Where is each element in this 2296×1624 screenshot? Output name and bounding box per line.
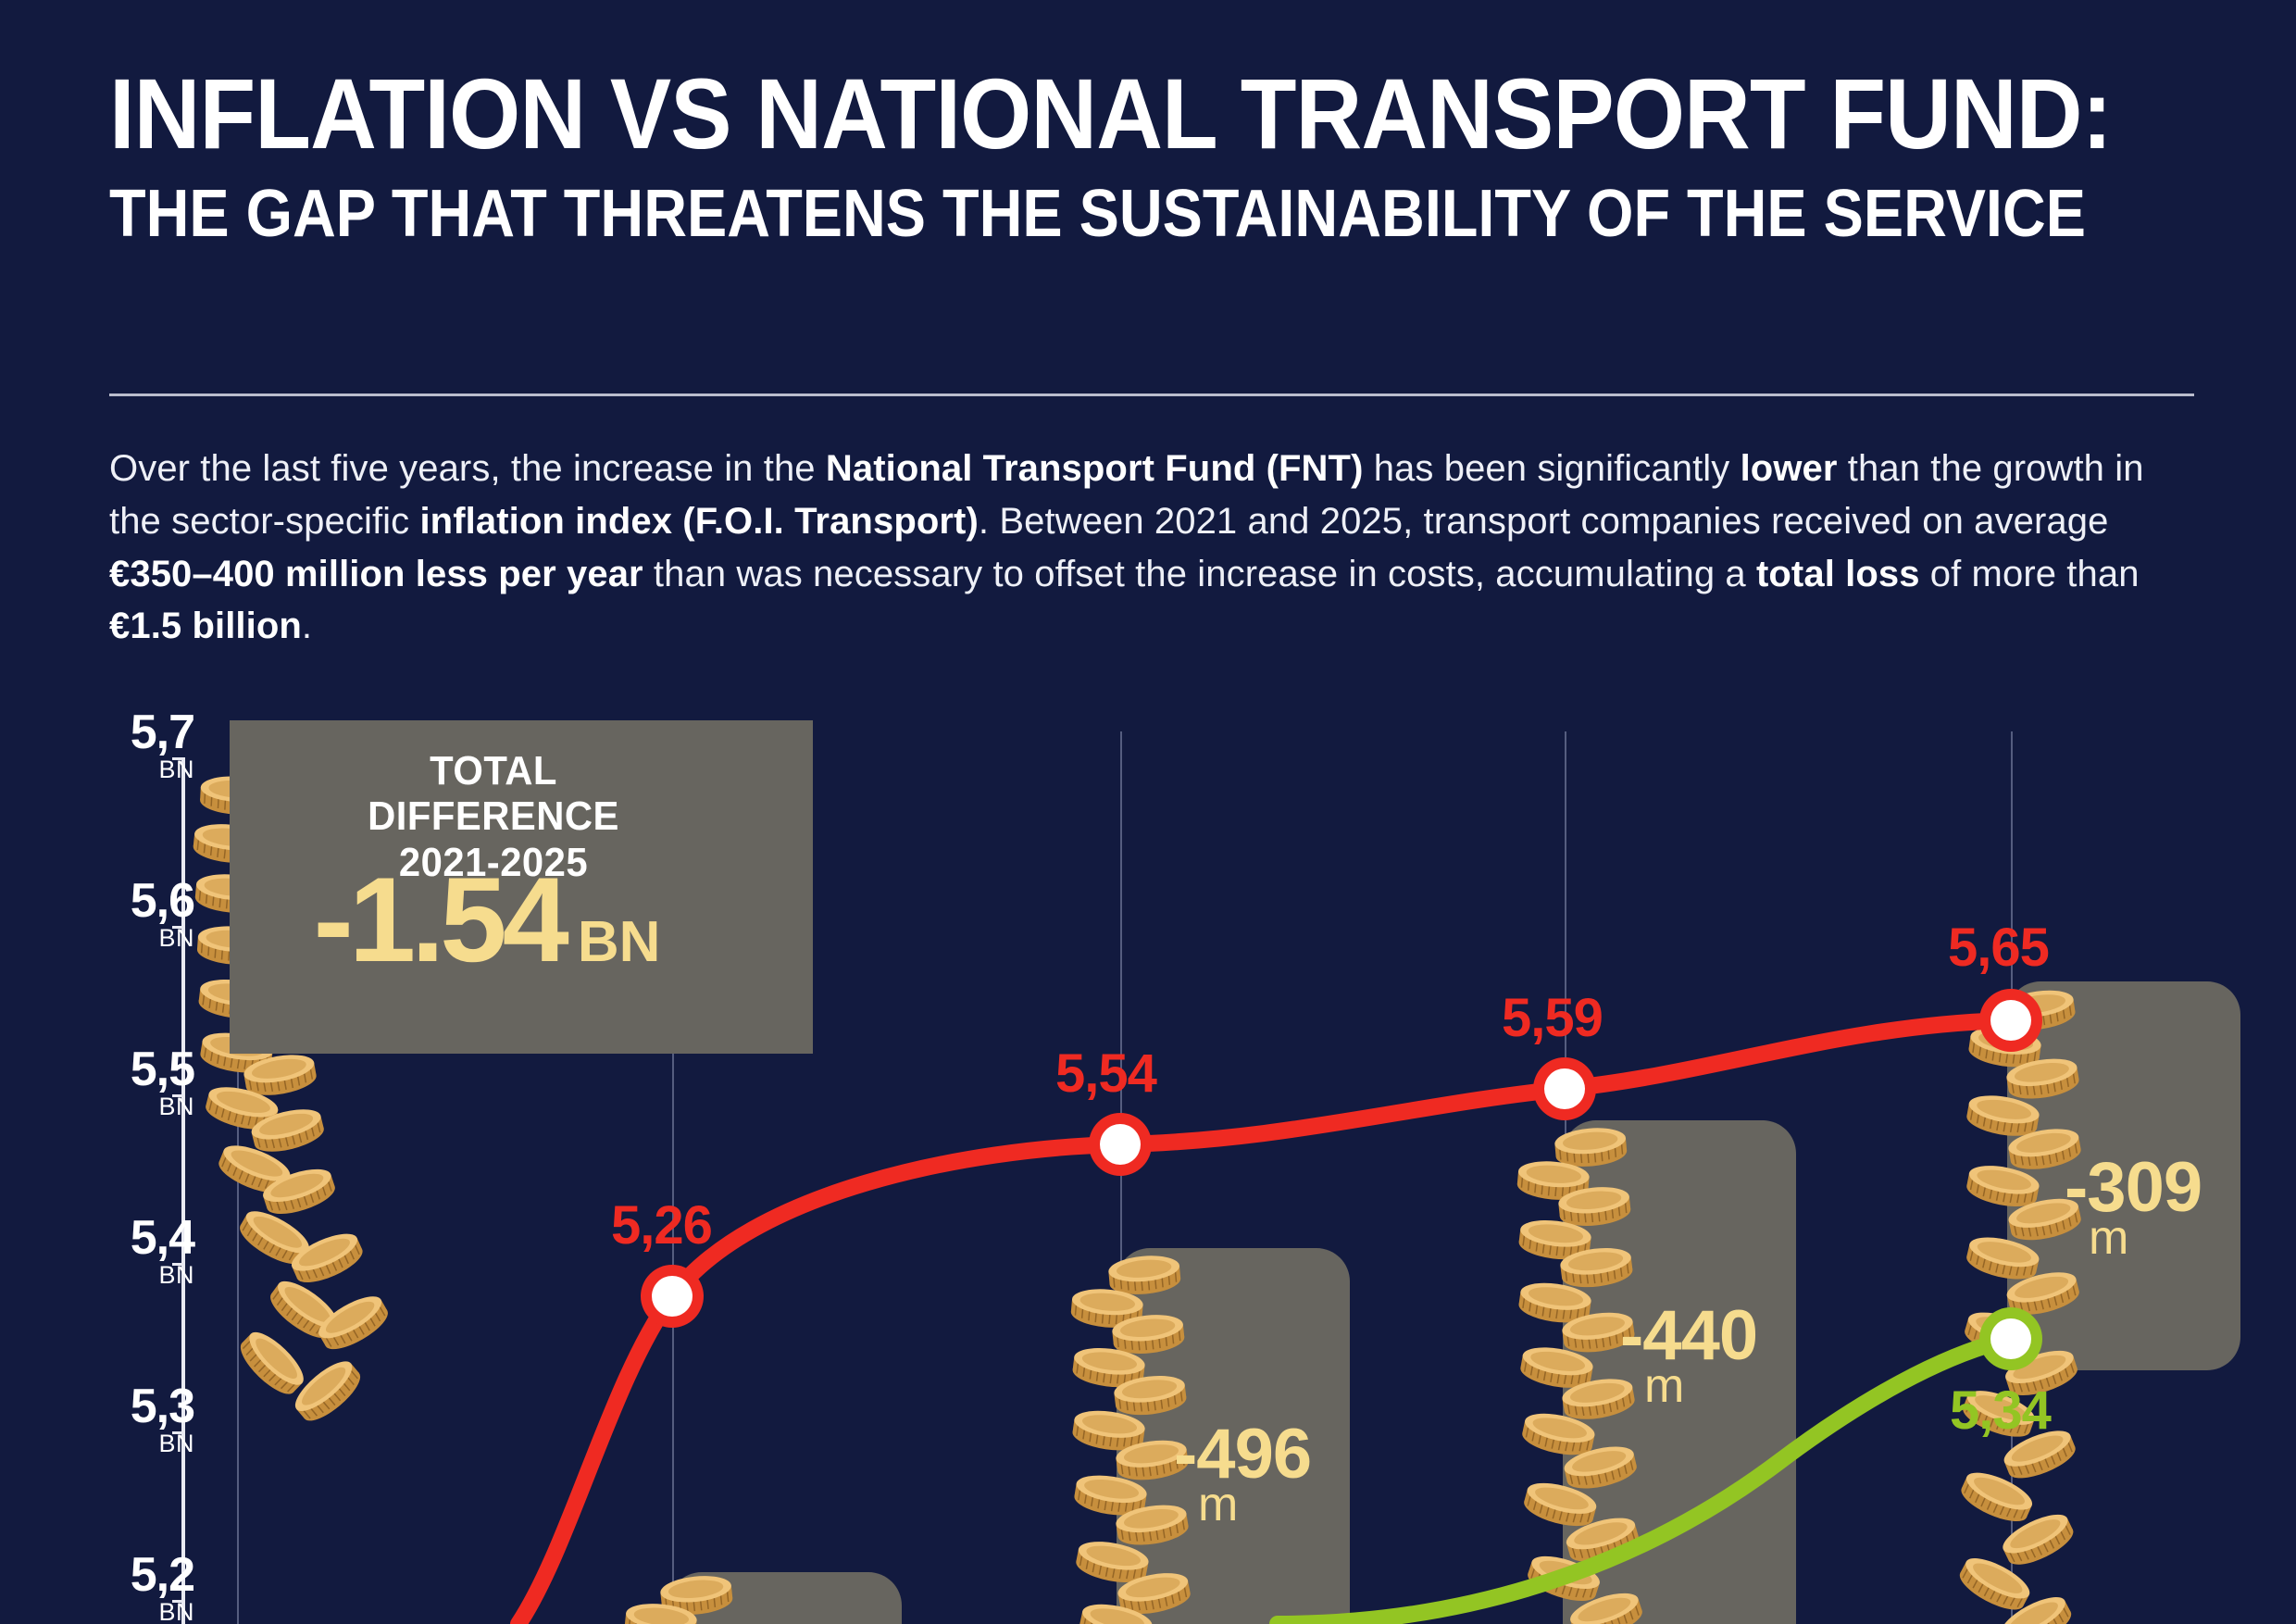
marker-2025-inflation [1979,989,2042,1052]
gap-unit-2023: m [1198,1478,1238,1532]
y-tick-53: 5,3 BN [130,1380,195,1457]
y-tick-56: 5,6 BN [130,874,195,952]
gap-bar-2023 [1117,1248,1350,1624]
point-label-2022: 5,26 [611,1195,713,1255]
y-tick-57: 5,7 BN [130,706,195,783]
gap-value-2025: -309 [2065,1148,2202,1227]
lede-text-3: than the growth in the sector-specific [109,448,2144,542]
marker-2024 [1533,1057,1596,1120]
y-axis-tick-54 [172,1263,185,1266]
y-tick-56-value: 5,6 [130,874,195,928]
y-tick-56-unit: BN [158,923,194,952]
total-difference-line2: 2021-2025 [398,839,589,885]
y-tick-57-unit: BN [158,755,194,783]
fund-line-path [1269,1330,2019,1624]
lede-text-6: of more than [1919,553,2140,594]
lede-bold-4: €350–400 million less per year [109,553,643,594]
y-axis-labels: 5,7 BN 5,6 BN 5,5 BN 5,4 BN 5,3 BN 5,2 B… [91,708,211,1624]
total-difference-value: -1.54 [313,852,569,987]
total-difference-unit: BN [577,910,661,974]
header-block: INFLATION VS NATIONAL TRANSPORT FUND: TH… [109,57,2192,251]
gap-label-2023: -496 m [1174,1415,1312,1532]
marker-2025-fund [1979,1307,2042,1370]
lede-bold-2: lower [1740,448,1838,489]
lede-bold-5: total loss [1755,553,1920,594]
y-axis-tick-57 [172,757,185,760]
y-tick-52-unit: BN [158,1597,194,1624]
total-difference-heading: TOTAL DIFFERENCE 2021-2025 [305,748,683,885]
gridline-2023 [1120,731,1122,1624]
y-tick-54-unit: BN [158,1260,194,1289]
page-title: INFLATION VS NATIONAL TRANSPORT FUND: [109,57,2113,169]
y-axis-line [181,757,185,1624]
y-tick-54-value: 5,4 [130,1211,195,1265]
y-axis-tick-52 [172,1600,185,1603]
chart-area: 5,26 5,54 5,59 5,65 5,34 -496 m -440 m -… [0,708,2296,1624]
lede-text-5: than was necessary to offset the increas… [643,553,1756,594]
gridline-2022 [672,731,674,1624]
point-label-2023: 5,54 [1055,1043,1157,1104]
series-lines-layer [510,989,2042,1624]
lede-bold-6: €1.5 billion [109,606,302,647]
y-axis-tick-53 [172,1431,185,1434]
marker-2022 [641,1265,704,1328]
gap-label-2024: -440 m [1620,1296,1758,1414]
point-label-2024: 5,59 [1502,988,1603,1048]
y-axis-tick-55 [172,1094,185,1097]
gap-value-2024: -440 [1620,1296,1758,1375]
gap-value-2023: -496 [1174,1415,1312,1493]
marker-2023 [1089,1113,1152,1176]
y-tick-55-value: 5,5 [130,1043,195,1096]
y-tick-55: 5,5 BN [130,1043,195,1120]
inflation-line-path [510,1012,2019,1624]
y-tick-52-value: 5,2 [130,1548,195,1602]
gap-unit-2025: m [2089,1211,2128,1266]
y-tick-53-value: 5,3 [130,1380,195,1433]
lede-bold-1: National Transport Fund (FNT) [825,448,1364,489]
intro-paragraph: Over the last five years, the increase i… [109,443,2203,653]
y-tick-52: 5,2 BN [130,1548,195,1624]
gap-unit-2024: m [1644,1359,1684,1414]
header-divider [109,394,2194,396]
page-subtitle: THE GAP THAT THREATENS THE SUSTAINABILIT… [109,176,2086,251]
total-difference-line1: TOTAL DIFFERENCE [368,748,619,840]
y-tick-53-unit: BN [158,1429,194,1457]
total-difference-callout: TOTAL DIFFERENCE 2021-2025 -1.54 BN [230,720,813,1054]
lede-text-2: has been significantly [1363,448,1741,489]
y-tick-57-value: 5,7 [130,706,195,759]
point-label-2025-fund: 5,34 [1950,1380,2052,1441]
lede-text-1: Over the last five years, the increase i… [109,448,826,489]
point-label-2025: 5,65 [1948,918,2050,978]
lede-text-7: . [301,606,313,647]
y-tick-55-unit: BN [158,1092,194,1120]
gap-label-2025: -309 m [2065,1148,2202,1266]
y-tick-54: 5,4 BN [130,1211,195,1289]
y-axis-tick-56 [172,926,185,929]
lede-text-4: . Between 2021 and 2025, transport compa… [978,500,2109,542]
lede-bold-3: inflation index (F.O.I. Transport) [419,500,979,542]
total-difference-value-row: -1.54 BN [265,850,709,989]
